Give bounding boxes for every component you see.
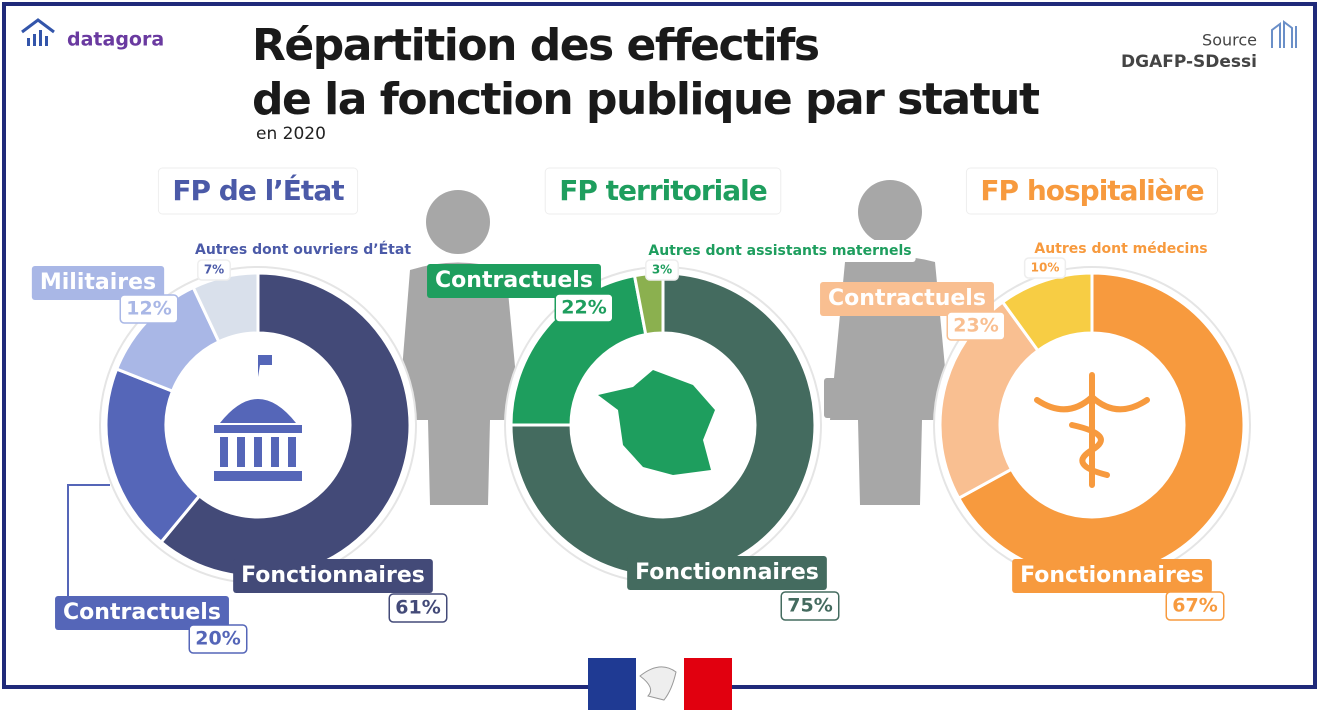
silhouettes — [398, 180, 950, 505]
label-box — [31, 266, 165, 300]
value-box — [188, 624, 248, 654]
center-icon — [598, 370, 715, 475]
value-label: 12% — [126, 298, 171, 320]
value-label: 22% — [561, 297, 606, 319]
value-box — [1165, 591, 1225, 621]
value-box — [388, 593, 448, 623]
brand: datagora — [67, 29, 164, 51]
category-label: Fonctionnaires — [635, 560, 819, 585]
value-label: 67% — [1172, 595, 1217, 617]
republic-logo — [588, 658, 732, 710]
category-label: Contractuels — [828, 286, 986, 311]
donut-slice — [1000, 271, 1094, 353]
title-line: Répartition des effectifs — [252, 20, 819, 71]
icon-shape — [214, 355, 302, 481]
label-box — [1012, 559, 1212, 593]
source: DGAFP-SDessi — [1121, 52, 1257, 72]
icon-shape — [271, 437, 279, 467]
label-box — [233, 559, 433, 593]
category-label: Militaires — [40, 270, 156, 295]
label-box — [190, 239, 416, 261]
value-label: 75% — [787, 595, 832, 617]
category-label: Contractuels — [63, 600, 221, 625]
chart-title: FP hospitalière — [980, 174, 1203, 207]
icon-shape — [1034, 372, 1150, 488]
donut-slice — [158, 271, 412, 579]
category-label: Autres dont médecins — [1034, 241, 1207, 257]
category-label: Fonctionnaires — [241, 563, 425, 588]
value-box — [197, 259, 231, 281]
title-box — [157, 167, 359, 215]
title-box — [965, 167, 1219, 215]
source-logo — [1271, 20, 1297, 48]
title-box — [544, 167, 782, 215]
category-label: Fonctionnaires — [1020, 563, 1204, 588]
icon-shape — [220, 437, 228, 467]
chart-title: FP territoriale — [559, 174, 767, 207]
center-icon — [214, 355, 302, 481]
category-label: Autres dont ouvriers d’État — [195, 241, 411, 258]
value-label: 20% — [195, 628, 240, 650]
icon-shape — [598, 370, 715, 475]
subtitle: en 2020 — [256, 124, 326, 144]
category-label: Contractuels — [435, 268, 593, 293]
label-box — [644, 240, 916, 262]
logo-icon — [21, 18, 55, 46]
title-line: de la fonction publique par statut — [252, 74, 1040, 125]
value-box — [554, 293, 614, 323]
value-label: 7% — [204, 263, 224, 277]
label-box — [55, 596, 229, 630]
label-box — [627, 556, 827, 590]
value-box — [946, 311, 1006, 341]
label-box — [820, 282, 994, 316]
value-box — [1023, 257, 1067, 279]
label-box — [427, 264, 601, 298]
leader-line — [67, 484, 110, 600]
source-label: Source — [1202, 31, 1257, 50]
icon-shape — [237, 437, 245, 467]
value-box — [780, 591, 840, 621]
icon-shape — [288, 437, 296, 467]
label-box — [1030, 238, 1212, 260]
value-box — [119, 294, 179, 324]
category-label: Autres dont assistants maternels — [648, 243, 911, 259]
center-icon — [1034, 372, 1150, 488]
value-label: 3% — [652, 263, 672, 277]
value-label: 10% — [1031, 261, 1060, 275]
chart-title: FP de l’État — [172, 173, 344, 207]
value-label: 61% — [395, 597, 440, 619]
icon-shape — [254, 437, 262, 467]
value-box — [645, 259, 679, 281]
value-label: 23% — [953, 315, 998, 337]
